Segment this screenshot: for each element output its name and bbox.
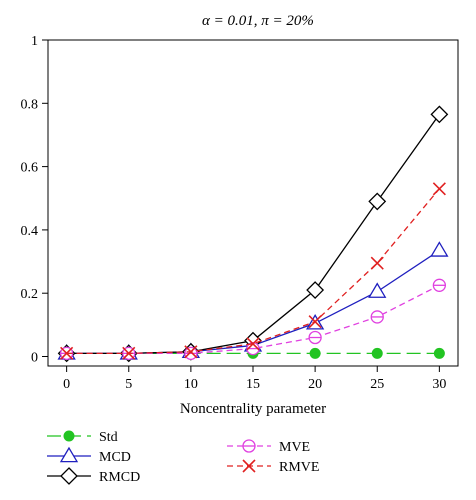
x-tick-label: 25 [370,377,384,392]
legend-item-rmve: RMVE [227,459,319,475]
legend-marker [60,467,78,485]
point-mve [370,310,384,324]
series-rmcd [57,105,449,363]
legend-item-mcd: MCD [47,446,131,465]
y-axis: 0 0.2 0.4 0.6 0.8 1 [21,34,48,366]
x-tick-label: 20 [308,377,322,392]
point-rmve [432,182,446,196]
point-mcd [430,241,449,257]
legend-marker [242,459,256,473]
legend-label: RMVE [279,460,319,475]
series-rmve [60,182,446,360]
point-std [309,347,321,359]
y-tick-label: 1 [31,34,38,49]
legend-label: MCD [99,450,131,465]
point-rmve [60,346,74,360]
point-mve [308,330,322,345]
x-tick-label: 10 [184,377,198,392]
x-axis-label: Noncentrality parameter [180,401,326,417]
x-tick-label: 5 [125,377,132,392]
point-mve [184,346,198,360]
legend-marker [59,446,79,463]
legend-item-rmcd: RMCD [47,467,140,485]
y-tick-label: 0.6 [21,161,39,176]
legend-label: MVE [279,440,310,455]
point-rmcd [306,281,325,299]
legend: Std MCD RMCD MVE RMVE [47,430,319,485]
point-rmcd [430,105,449,124]
point-rmcd [368,192,387,211]
legend-marker [63,430,75,442]
x-axis: 0 5 10 15 20 25 30 [63,366,446,392]
series-layer [57,105,449,363]
plot-area [47,39,459,367]
x-tick-label: 15 [246,377,260,392]
point-mve [432,278,447,292]
point-rmve [246,337,260,351]
legend-label: RMCD [99,470,140,485]
x-tick-label: 0 [63,377,70,392]
chart-title: α = 0.01, π = 20% [202,13,314,29]
point-std [371,347,383,359]
series-line-rmve [66,188,440,354]
legend-item-std: Std [47,430,118,445]
legend-item-mve: MVE [227,439,310,455]
point-rmve [370,256,384,270]
y-tick-label: 0.2 [21,287,39,302]
y-tick-label: 0 [31,351,38,366]
y-tick-label: 0.8 [21,97,39,112]
series-mve [59,278,447,360]
point-mcd [368,282,387,298]
legend-marker [242,439,256,453]
y-tick-label: 0.4 [21,224,39,239]
point-rmve [308,315,322,329]
x-tick-label: 30 [432,377,446,392]
legend-label: Std [99,430,118,445]
point-std [433,347,445,359]
point-rmve [122,346,136,360]
point-rmve [184,345,198,359]
